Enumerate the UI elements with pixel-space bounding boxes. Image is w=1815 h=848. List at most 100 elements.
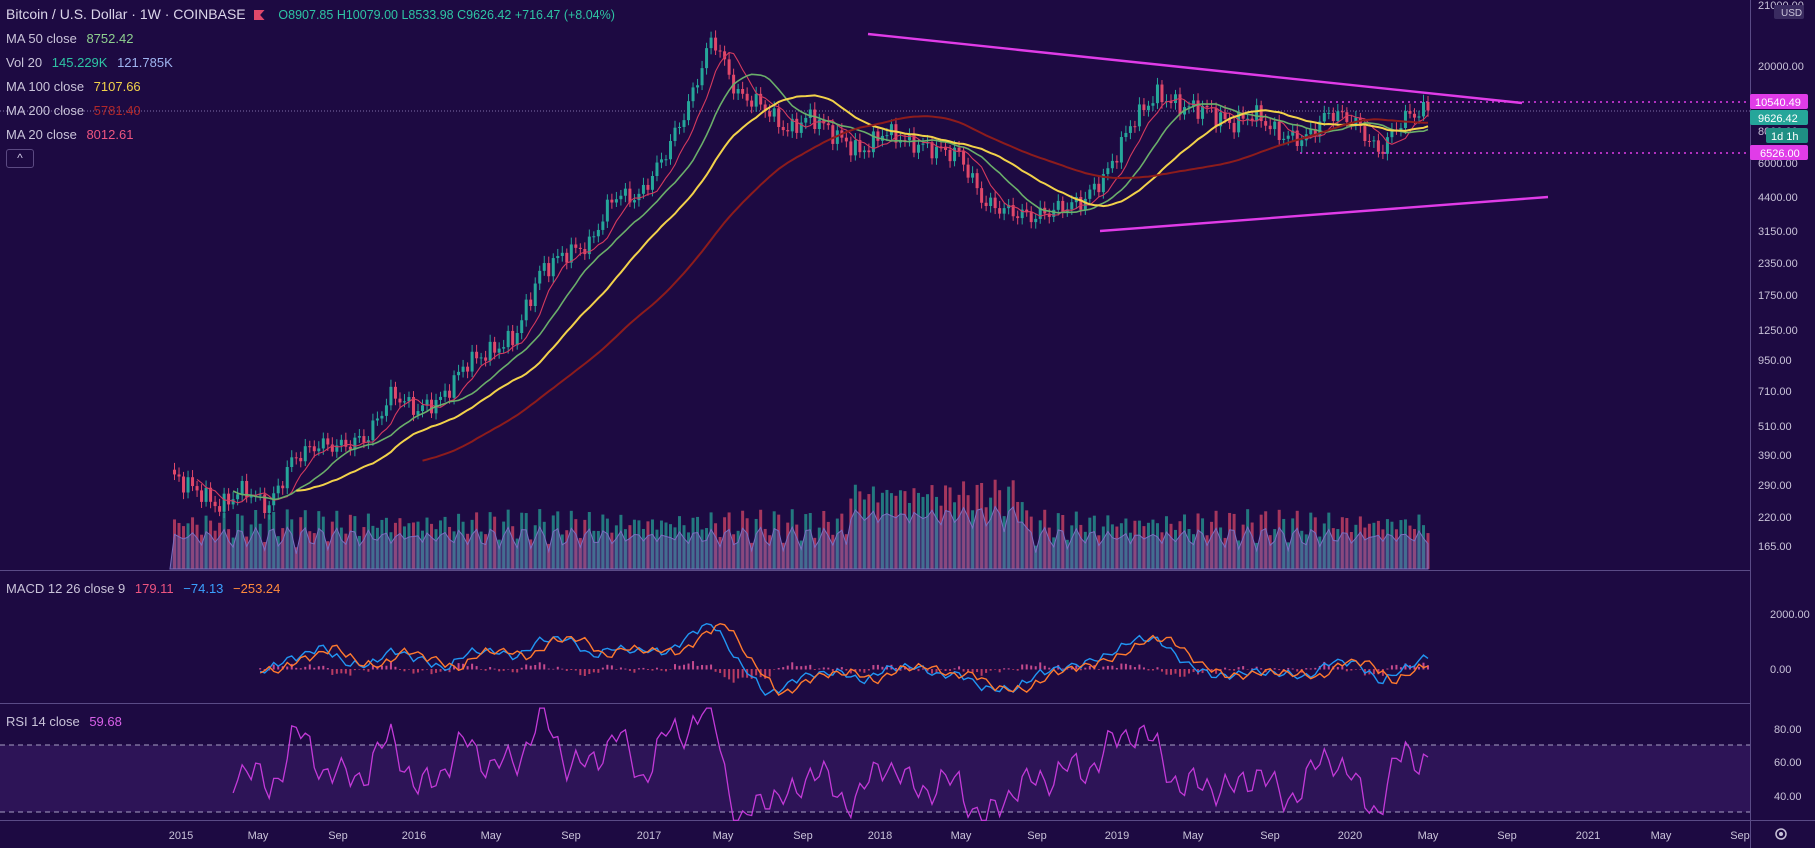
rsi-line xyxy=(232,707,1429,822)
volume-bar xyxy=(678,516,682,569)
volume-bar xyxy=(1146,522,1150,569)
macd-hist-bar xyxy=(552,668,555,670)
volume-bar xyxy=(1228,512,1232,569)
legend-rsi[interactable]: RSI 14 close 59.68 xyxy=(6,714,122,729)
legend-macd[interactable]: MACD 12 26 close 9 179.11 −74.13 −253.24 xyxy=(6,581,281,596)
candle-body xyxy=(1155,84,1159,104)
macd-hist-bar xyxy=(949,669,952,671)
macd-hist-bar xyxy=(601,667,604,670)
candle-body xyxy=(844,137,848,142)
macd-hist-bar xyxy=(335,669,338,674)
legend-volume[interactable]: Vol 20 145.229K 121.785K xyxy=(6,55,173,70)
volume-bar xyxy=(1011,480,1015,569)
candle-body xyxy=(335,445,339,452)
candle-body xyxy=(867,150,871,153)
volume-bar xyxy=(1358,516,1362,569)
candle-body xyxy=(1070,202,1074,210)
volume-bar xyxy=(1399,520,1403,569)
lower-trendline[interactable] xyxy=(1099,195,1549,233)
price-tick-label: 20000.00 xyxy=(1758,61,1804,73)
macd-hist-bar xyxy=(1147,669,1150,671)
time-tick-label: Sep xyxy=(1260,830,1280,842)
candle-body xyxy=(849,141,853,156)
candle-body xyxy=(691,87,695,102)
candle-body xyxy=(556,255,560,259)
macd-hist-bar xyxy=(1296,669,1299,672)
volume-bar xyxy=(497,539,501,569)
candle-body xyxy=(457,371,461,376)
legend-ma50[interactable]: MA 50 close 8752.42 xyxy=(6,31,134,46)
candle-body xyxy=(1390,129,1394,138)
volume-bar xyxy=(1038,520,1042,569)
candle-body xyxy=(290,457,294,468)
candle-body xyxy=(195,486,199,491)
macd-hist-bar xyxy=(1097,669,1100,670)
candle-body xyxy=(411,397,415,415)
macd-hist-bar xyxy=(299,668,302,670)
macd-hist-bar xyxy=(1025,664,1028,670)
volume-bar xyxy=(556,511,560,569)
volume-bar xyxy=(344,533,348,569)
volume-bar xyxy=(1155,523,1159,569)
volume-bar xyxy=(867,494,871,569)
volume-bar xyxy=(962,481,966,569)
legend-ma20[interactable]: MA 20 close 8012.61 xyxy=(6,127,134,142)
rsi-tick-label: 60.00 xyxy=(1774,757,1802,769)
macd-hist-bar xyxy=(1016,669,1019,671)
legend-ma100[interactable]: MA 100 close 7107.66 xyxy=(6,79,141,94)
volume-bar xyxy=(628,525,632,569)
macd-hist-bar xyxy=(1142,667,1145,670)
macd-hist-bar xyxy=(795,666,798,670)
volume-bar xyxy=(790,509,794,569)
volume-bar xyxy=(596,530,600,569)
collapse-legend-button[interactable]: ^ xyxy=(6,149,34,168)
volume-bar xyxy=(321,516,325,569)
macd-hist-bar xyxy=(1106,665,1109,670)
macd-hist-bar xyxy=(525,664,528,670)
symbol-interval[interactable]: 1W xyxy=(139,6,161,22)
volume-bar xyxy=(533,525,537,569)
macd-hist-bar xyxy=(971,669,974,673)
volume-bar xyxy=(1264,511,1268,569)
volume-bar xyxy=(1169,523,1173,569)
macd-hist-bar xyxy=(674,664,677,670)
macd-hist-bar xyxy=(813,669,816,670)
candle-body xyxy=(281,485,285,489)
symbol-name[interactable]: Bitcoin / U.S. Dollar xyxy=(6,6,128,22)
candle-body xyxy=(777,108,781,127)
support-badge xyxy=(1750,145,1808,160)
candle-body xyxy=(461,366,465,372)
price-tick-label: 220.00 xyxy=(1758,512,1792,524)
candle-body xyxy=(1327,112,1331,114)
macd-hist-bar xyxy=(935,669,938,673)
upper-trendline[interactable] xyxy=(867,32,1523,105)
macd-hist-bar xyxy=(1169,669,1172,675)
candle-body xyxy=(1187,106,1191,108)
volume-bar xyxy=(299,517,303,569)
candle-body xyxy=(745,93,749,101)
price-axis[interactable]: 20000.0015000.008000.006000.004400.00315… xyxy=(1758,61,1804,553)
macd-hist-bar xyxy=(389,662,392,670)
candle-body xyxy=(1142,104,1146,111)
flag-icon[interactable] xyxy=(253,10,265,20)
volume-bar xyxy=(993,479,997,569)
macd-hist-bar xyxy=(845,669,848,671)
legend-ma200[interactable]: MA 200 close 5781.40 xyxy=(6,103,141,118)
macd-hist-bar xyxy=(692,661,695,670)
volume-bar xyxy=(272,511,276,569)
volume-bar xyxy=(1241,524,1245,569)
candle-body xyxy=(596,229,600,237)
volume-bar xyxy=(1187,529,1191,569)
gear-icon[interactable] xyxy=(1775,828,1787,840)
candle-body xyxy=(1399,128,1403,130)
time-axis[interactable]: 2015 May Sep 2016 May Sep 2017 May Sep 2018 May Sep… xyxy=(169,830,1750,842)
volume-bar xyxy=(362,527,366,569)
macd-hist-bar xyxy=(1242,666,1245,670)
candle-body xyxy=(601,221,605,230)
candle-body xyxy=(249,495,253,498)
volume-bar xyxy=(587,512,591,569)
volume-bar xyxy=(1115,526,1119,569)
volume-bar xyxy=(898,490,902,569)
macd-hist-bar xyxy=(556,666,559,670)
